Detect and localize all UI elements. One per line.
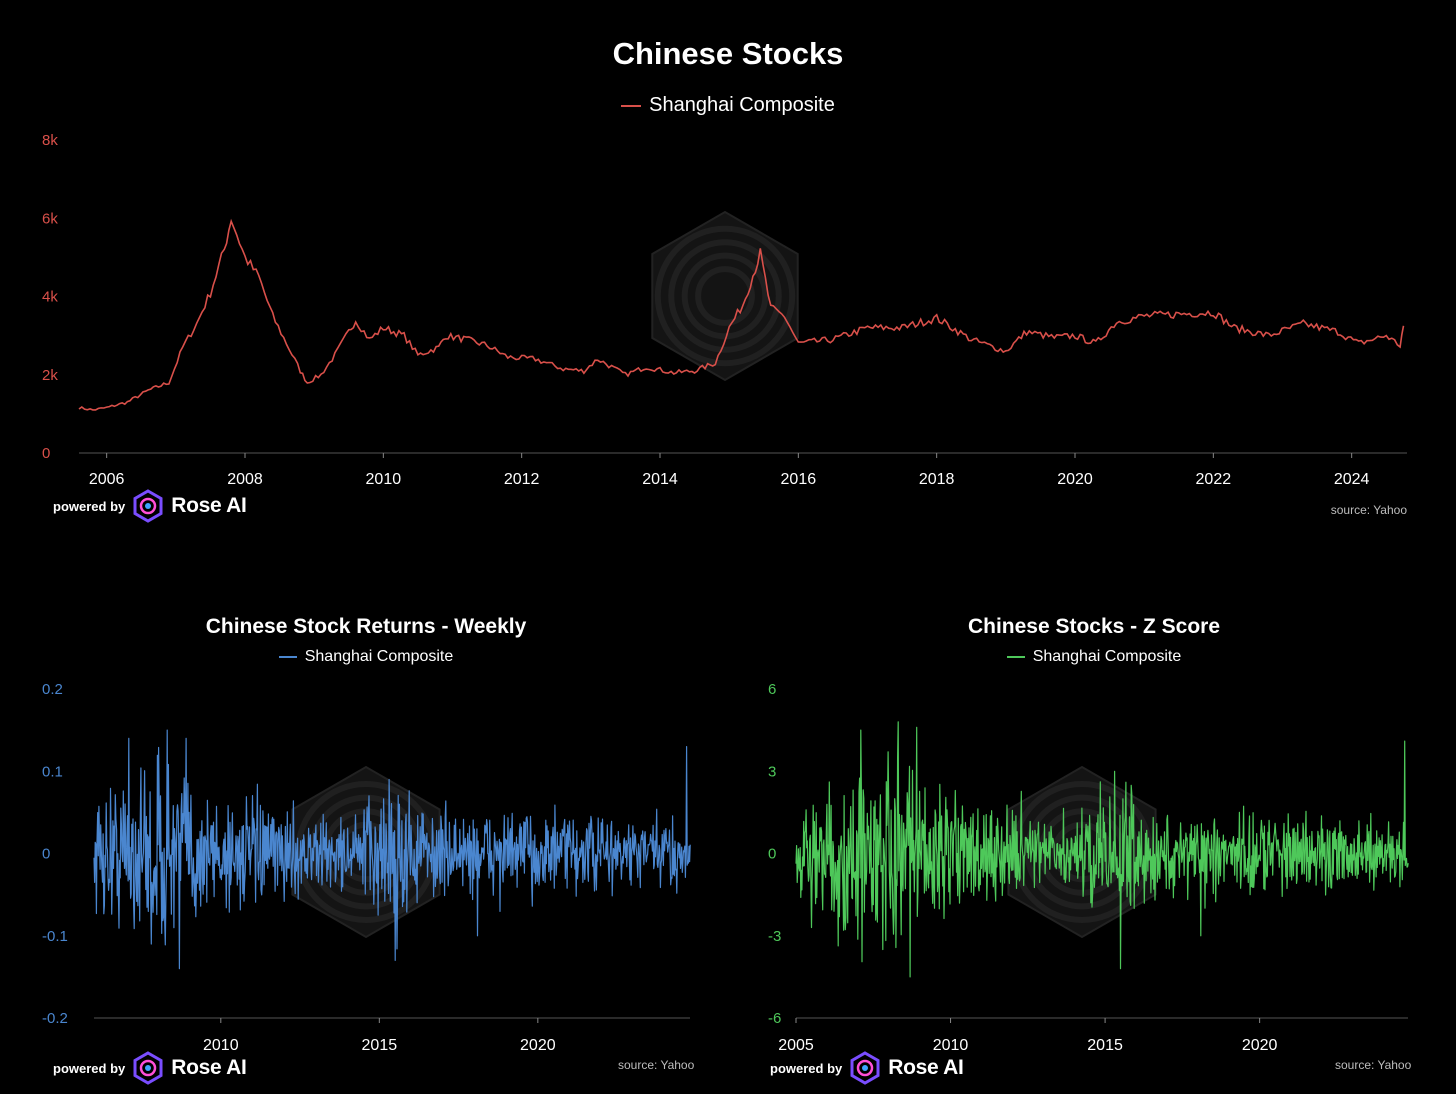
watermark-logo-icon: [651, 210, 799, 382]
x-tick-label: 2010: [933, 1037, 969, 1054]
chart-source: source: Yahoo: [1330, 503, 1407, 517]
rose-ai-logo-icon: [133, 489, 163, 523]
y-tick-label: 6k: [42, 210, 58, 227]
chart-returns-panel: Chinese Stock Returns - Weekly Shanghai …: [0, 600, 728, 1094]
legend-swatch-green: [1006, 656, 1025, 658]
y-tick-label: -6: [768, 1010, 781, 1027]
legend-label: Shanghai Composite: [304, 648, 454, 665]
x-tick-label: 2008: [227, 471, 263, 488]
series-line-shanghai-composite: [78, 218, 1405, 411]
brand-name: Rose AI: [171, 1056, 247, 1079]
y-tick-label: 2k: [42, 367, 58, 384]
rose-ai-logo-icon: [850, 1051, 880, 1085]
y-tick-label: -3: [768, 928, 781, 945]
y-tick-label: 6: [768, 681, 776, 698]
chart-source: source: Yahoo: [618, 1058, 695, 1072]
chart-title: Chinese Stocks - Z Score: [967, 615, 1221, 638]
chart-source: source: Yahoo: [1335, 1058, 1412, 1072]
x-tick-label: 2020: [1242, 1037, 1278, 1054]
legend-swatch-red: [621, 104, 642, 107]
brand-name: Rose AI: [888, 1056, 964, 1079]
powered-by: powered by Rose AI: [53, 489, 247, 523]
chart-title: Chinese Stock Returns - Weekly: [205, 615, 527, 638]
chart-zscore-panel: Chinese Stocks - Z Score Shanghai Compos…: [728, 600, 1456, 1094]
legend-swatch-blue: [278, 656, 297, 658]
x-tick-label: 2020: [1057, 471, 1093, 488]
y-tick-label: -0.2: [42, 1010, 68, 1027]
chart-legend: Shanghai Composite: [728, 648, 1456, 666]
y-tick-label: 0.1: [42, 763, 63, 780]
chart-title: Chinese Stocks: [612, 36, 844, 71]
y-tick-label: 0.2: [42, 681, 63, 698]
x-tick-label: 2005: [778, 1037, 814, 1054]
x-tick-label: 2010: [203, 1037, 239, 1054]
x-tick-label: 2015: [1087, 1037, 1123, 1054]
x-tick-label: 2014: [642, 471, 678, 488]
chart-returns-svg: 2010 2015 2020 -0.2 -0.1 0 0.1 0.2: [42, 681, 691, 1054]
chart-legend: Shanghai Composite: [0, 94, 1456, 117]
x-tick-label: 2010: [366, 471, 402, 488]
x-tick-label: 2016: [781, 471, 817, 488]
chart-top-panel: Chinese Stocks Shanghai Composite 2006 20…: [0, 0, 1456, 540]
brand-name: Rose AI: [171, 494, 247, 517]
legend-label: Shanghai Composite: [1032, 648, 1182, 665]
y-tick-label: 3: [768, 763, 776, 780]
x-tick-label: 2006: [89, 471, 125, 488]
chart-zscore-svg: 2005 2010 2015 2020 -6 -3 0 3 6: [768, 681, 1409, 1054]
x-tick-label: 2012: [504, 471, 540, 488]
y-tick-label: -0.1: [42, 928, 68, 945]
y-tick-label: 0: [768, 846, 776, 863]
x-tick-label: 2015: [362, 1037, 398, 1054]
x-tick-label: 2020: [520, 1037, 556, 1054]
powered-by-text: powered by: [770, 1060, 843, 1076]
legend-label: Shanghai Composite: [649, 94, 835, 116]
powered-by: powered by Rose AI: [770, 1051, 964, 1085]
y-tick-label: 8k: [42, 132, 58, 149]
chart-top-svg: 2006 2008 2010 2012 2014 2016 2018 2020 2022 2024…: [42, 132, 1407, 488]
rose-ai-logo-icon: [133, 1051, 163, 1085]
y-tick-label: 0: [42, 445, 50, 462]
series-line-shanghai-composite: [93, 729, 691, 970]
x-tick-label: 2022: [1196, 471, 1232, 488]
chart-legend: Shanghai Composite: [0, 648, 728, 666]
x-tick-label: 2024: [1334, 471, 1370, 488]
powered-by-text: powered by: [53, 1060, 126, 1076]
series-line-shanghai-composite: [795, 721, 1409, 978]
powered-by-text: powered by: [53, 498, 126, 514]
powered-by: powered by Rose AI: [53, 1051, 247, 1085]
y-tick-label: 4k: [42, 289, 58, 306]
x-tick-label: 2018: [919, 471, 955, 488]
y-tick-label: 0: [42, 846, 50, 863]
